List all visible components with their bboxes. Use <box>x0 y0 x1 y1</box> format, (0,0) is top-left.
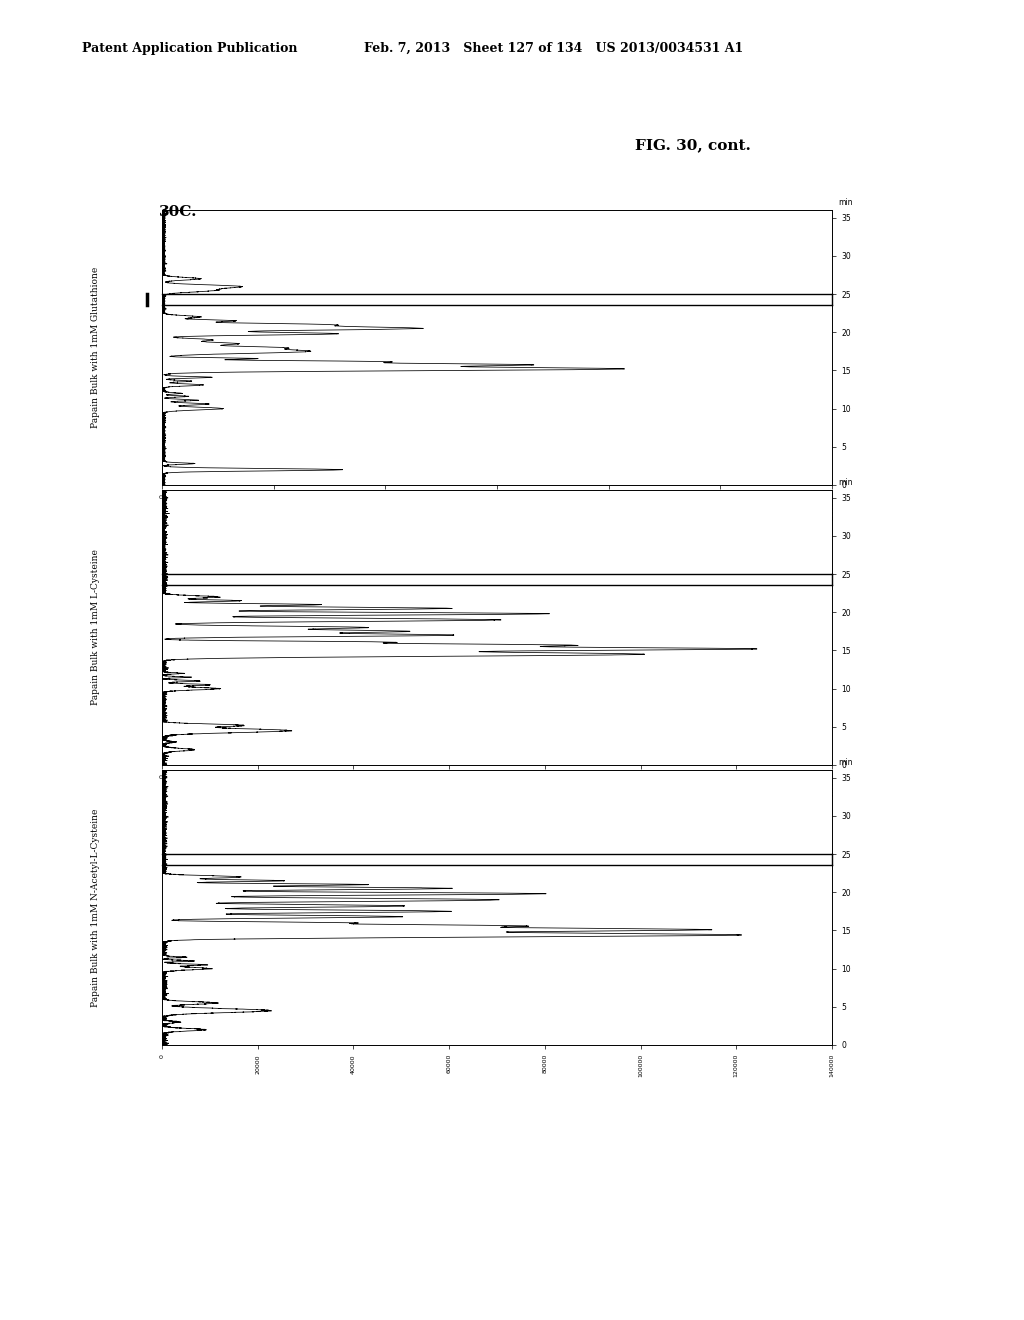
Text: Papain Bulk with 1mM L-Cysteine: Papain Bulk with 1mM L-Cysteine <box>90 549 99 705</box>
Text: FIG. 30, cont.: FIG. 30, cont. <box>635 139 751 153</box>
Text: Papain Bulk with 1mM N-Acetyl-L-Cysteine: Papain Bulk with 1mM N-Acetyl-L-Cysteine <box>90 808 99 1007</box>
Text: 30C.: 30C. <box>159 205 198 219</box>
Text: Patent Application Publication: Patent Application Publication <box>82 42 297 55</box>
Text: min: min <box>839 478 853 487</box>
Text: min: min <box>839 198 853 207</box>
Text: Feb. 7, 2013   Sheet 127 of 134   US 2013/0034531 A1: Feb. 7, 2013 Sheet 127 of 134 US 2013/00… <box>364 42 742 55</box>
Text: min: min <box>839 758 853 767</box>
Text: Papain Bulk with 1mM Glutathione: Papain Bulk with 1mM Glutathione <box>90 267 99 428</box>
